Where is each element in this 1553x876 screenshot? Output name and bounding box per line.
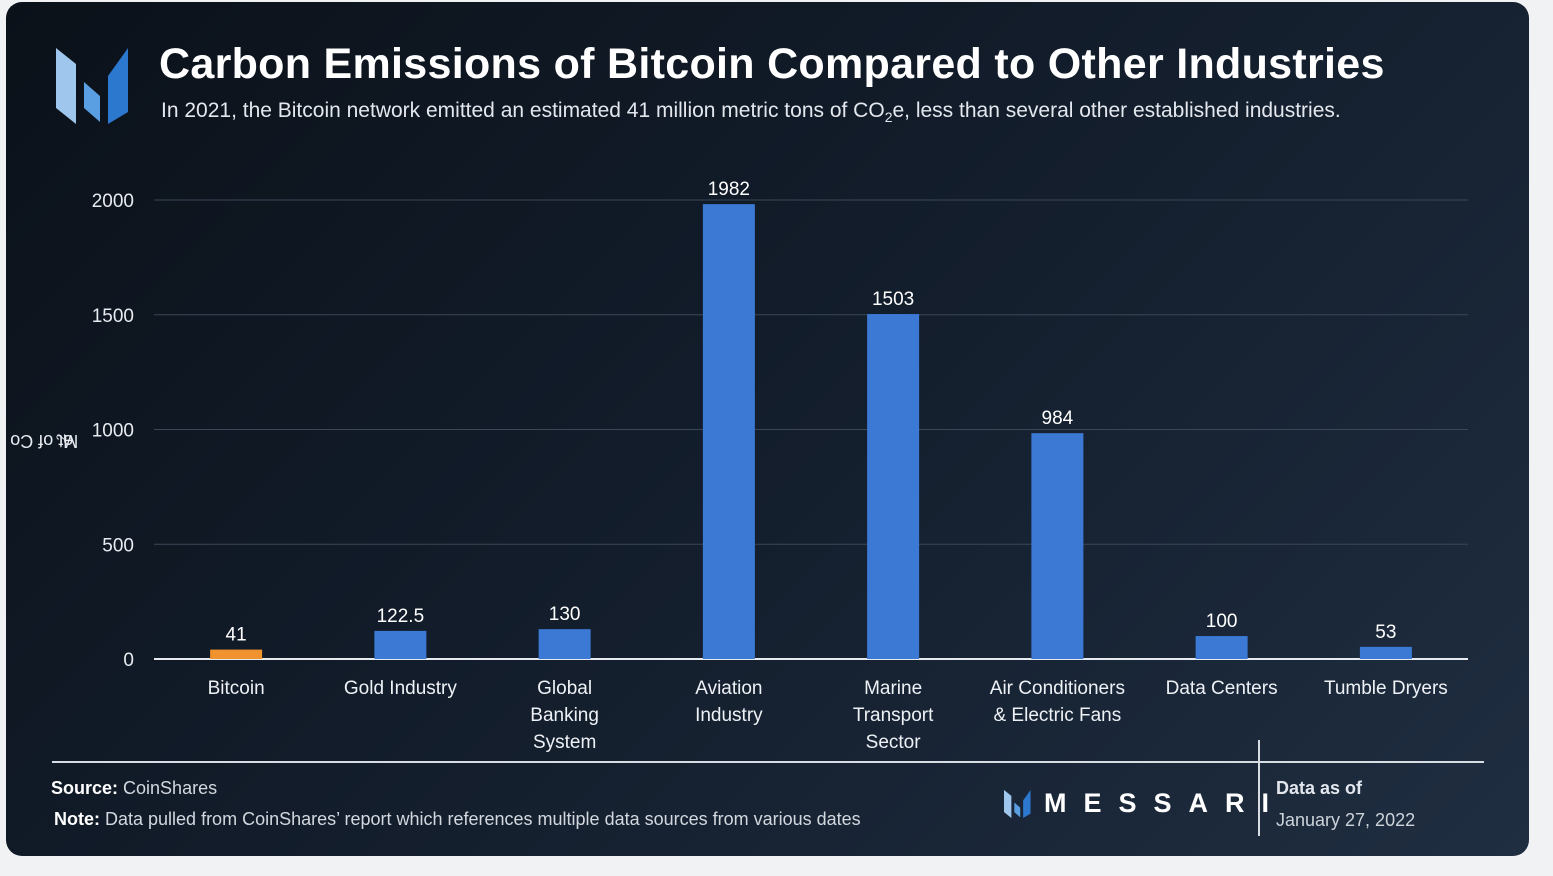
- footer-divider: [52, 761, 1484, 763]
- x-tick-label: Bitcoin: [208, 678, 265, 699]
- x-tick-label: Aviation Industry: [695, 678, 763, 726]
- chart-card: Carbon Emissions of Bitcoin Compared to …: [6, 2, 1529, 856]
- bar: [1195, 636, 1248, 659]
- bar: [538, 629, 591, 659]
- messari-logo-icon: [56, 48, 128, 124]
- x-tick-label: Air Conditioners & Electric Fans: [990, 678, 1125, 726]
- source-text: Source: CoinShares: [51, 778, 218, 798]
- data-label: 984: [1042, 408, 1074, 429]
- bar: [374, 630, 427, 659]
- data-label: 41: [226, 625, 247, 646]
- y-tick-label: 2000: [92, 191, 134, 212]
- y-tick-label: 0: [123, 650, 134, 671]
- messari-logo-icon: [1004, 789, 1031, 818]
- data-label: 53: [1375, 622, 1396, 643]
- note-text: Note: Data pulled from CoinShares’ repor…: [54, 809, 861, 829]
- x-tick-label: Global Banking System: [530, 678, 599, 753]
- x-tick-label: Data Centers: [1166, 678, 1278, 699]
- bar: [867, 314, 920, 659]
- x-tick-label: Gold Industry: [344, 678, 457, 699]
- bar: [1359, 646, 1412, 659]
- data-label: 1503: [872, 289, 914, 310]
- chart-title: Carbon Emissions of Bitcoin Compared to …: [159, 40, 1385, 88]
- footer-vertical-divider: [1258, 740, 1260, 836]
- y-tick-label: 1000: [92, 421, 134, 442]
- bar: [1031, 433, 1084, 659]
- brand-wordmark: MESSARI: [1044, 788, 1287, 818]
- data-as-of-label: Data as of: [1276, 778, 1363, 798]
- data-label: 100: [1206, 611, 1238, 632]
- data-label: 1982: [708, 179, 750, 200]
- x-tick-label: Tumble Dryers: [1324, 678, 1448, 699]
- data-label: 130: [549, 604, 581, 625]
- bar: [210, 649, 263, 659]
- chart-subtitle: In 2021, the Bitcoin network emitted an …: [161, 99, 1341, 126]
- x-tick-label: Marine Transport Sector: [853, 678, 934, 753]
- y-tick-label: 500: [102, 535, 134, 556]
- bar: [702, 204, 755, 660]
- y-tick-label: 1500: [92, 306, 134, 327]
- messari-brand: MESSARI: [1004, 788, 1286, 819]
- data-as-of-date: January 27, 2022: [1276, 810, 1416, 830]
- bar-chart: 0 500 1000 1500 2000 41 Bitcoin 122.5 Gold Indus…: [92, 179, 1468, 753]
- data-label: 122.5: [377, 606, 425, 627]
